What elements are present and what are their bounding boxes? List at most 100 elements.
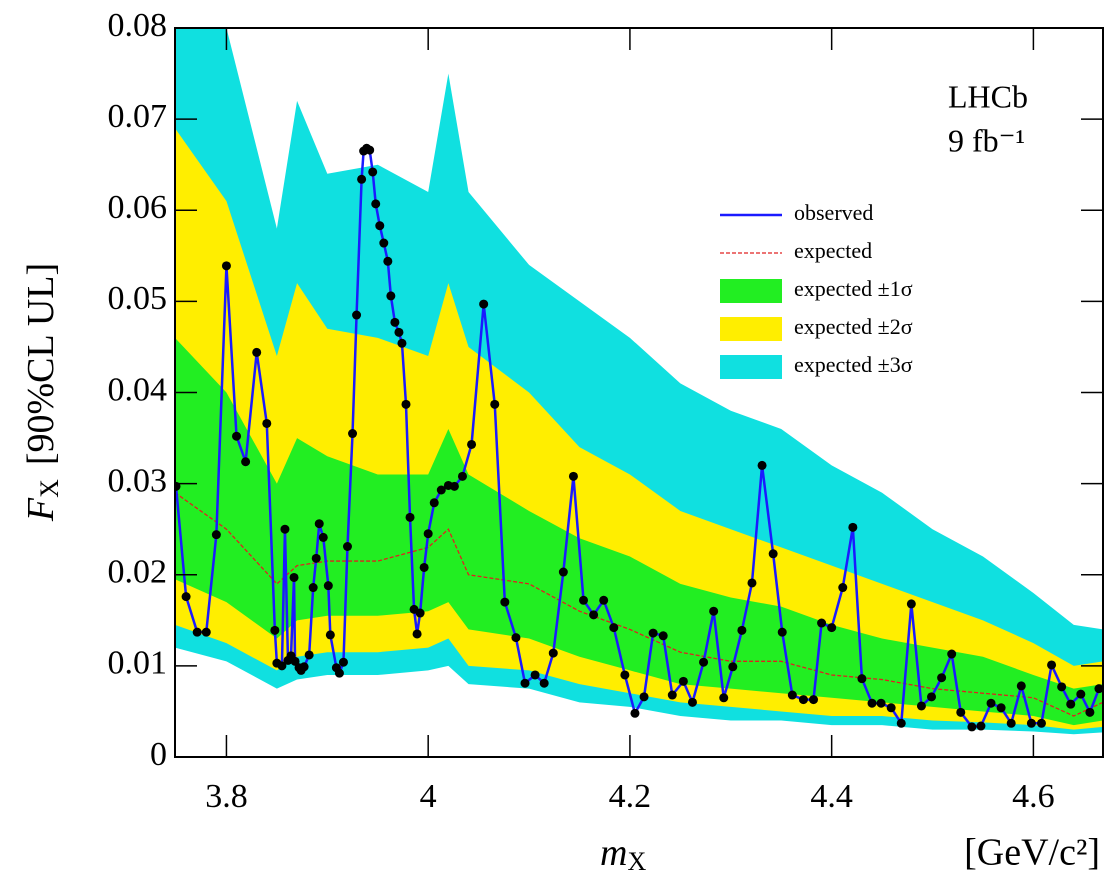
data-point: [558, 567, 568, 577]
legend-label: expected ±3σ: [794, 352, 913, 377]
data-point: [809, 695, 819, 705]
data-point: [511, 633, 521, 643]
x-label-sub: X: [627, 847, 646, 876]
y-tick-label: 0.07: [108, 98, 168, 135]
data-point: [262, 418, 272, 428]
data-point: [318, 532, 328, 542]
legend-swatch: [720, 279, 782, 303]
data-point: [467, 439, 477, 449]
band: [175, 337, 1103, 726]
data-point: [241, 457, 251, 467]
legend-label: observed: [794, 200, 873, 225]
y-label-sub: X: [35, 479, 64, 498]
data-point: [479, 299, 489, 309]
data-point: [848, 522, 858, 532]
data-point: [747, 578, 757, 588]
y-axis-label: FX [90%CL UL]: [20, 263, 64, 522]
data-point: [334, 668, 344, 678]
data-point: [579, 595, 589, 605]
data-point: [280, 524, 290, 534]
data-point: [1006, 718, 1016, 728]
y-label-rest: [90%CL UL]: [20, 263, 62, 465]
data-point: [352, 310, 362, 320]
data-point: [667, 690, 677, 700]
y-tick-label: 0.04: [108, 371, 168, 408]
data-point: [304, 650, 314, 660]
data-point: [548, 648, 558, 658]
data-point: [709, 606, 719, 616]
data-point: [397, 338, 407, 348]
data-point: [490, 399, 500, 409]
data-point: [375, 221, 385, 231]
data-point: [457, 471, 467, 481]
data-point: [386, 291, 396, 301]
data-point: [967, 722, 977, 732]
y-tick-label: 0.03: [108, 462, 168, 499]
legend-label: expected: [794, 238, 872, 263]
data-point: [325, 630, 335, 640]
data-point: [379, 238, 389, 248]
data-point: [201, 627, 211, 637]
data-point: [311, 553, 321, 563]
annotation: 9 fb⁻¹: [948, 122, 1025, 158]
legend-swatch: [720, 355, 782, 379]
y-tick-label: 0.08: [108, 7, 168, 44]
data-point: [299, 662, 309, 672]
data-point: [415, 608, 425, 618]
y-label-main: F: [20, 497, 62, 522]
data-point: [777, 627, 787, 637]
data-point: [423, 529, 433, 539]
data-point: [530, 670, 540, 680]
data-point: [436, 485, 446, 495]
data-point: [232, 431, 242, 441]
data-point: [719, 693, 729, 703]
data-point: [1076, 689, 1086, 699]
data-point: [1047, 660, 1057, 670]
data-point: [658, 631, 668, 641]
data-point: [371, 199, 381, 209]
data-point: [1066, 699, 1076, 709]
data-point: [757, 460, 767, 470]
data-point: [401, 399, 411, 409]
annotation: LHCb: [948, 78, 1028, 114]
y-tick-label: 0.01: [108, 645, 168, 682]
x-label-main: m: [600, 832, 627, 874]
y-tick-label: 0.02: [108, 554, 168, 591]
data-point: [383, 256, 393, 266]
data-point: [390, 317, 400, 327]
x-tick-label: 4: [420, 778, 437, 815]
data-point: [1036, 718, 1046, 728]
x-tick-label: 4.4: [810, 778, 853, 815]
data-point: [947, 649, 957, 659]
data-point: [857, 674, 867, 684]
data-point: [906, 599, 916, 609]
data-point: [1085, 707, 1095, 717]
data-point: [817, 618, 827, 628]
data-point: [728, 662, 738, 672]
plot-area: [175, 28, 1103, 735]
data-point: [357, 174, 367, 184]
legend-label: expected ±2σ: [794, 314, 913, 339]
x-axis-unit: [GeV/c²]: [964, 832, 1100, 874]
data-point: [886, 703, 896, 713]
x-tick-label: 3.8: [205, 778, 248, 815]
data-point: [419, 562, 429, 572]
y-tick-label: 0: [150, 736, 167, 773]
data-point: [429, 498, 439, 508]
data-point: [500, 597, 510, 607]
data-point: [867, 698, 877, 708]
data-point: [976, 721, 986, 731]
data-point: [678, 676, 688, 686]
data-point: [342, 542, 352, 552]
data-point: [996, 703, 1006, 713]
data-point: [365, 145, 375, 155]
data-point: [798, 695, 808, 705]
data-point: [648, 628, 658, 638]
data-point: [368, 167, 378, 177]
data-point: [539, 678, 549, 688]
data-point: [181, 592, 191, 602]
y-tick-label: 0.06: [108, 189, 168, 226]
data-point: [876, 698, 886, 708]
data-point: [927, 692, 937, 702]
